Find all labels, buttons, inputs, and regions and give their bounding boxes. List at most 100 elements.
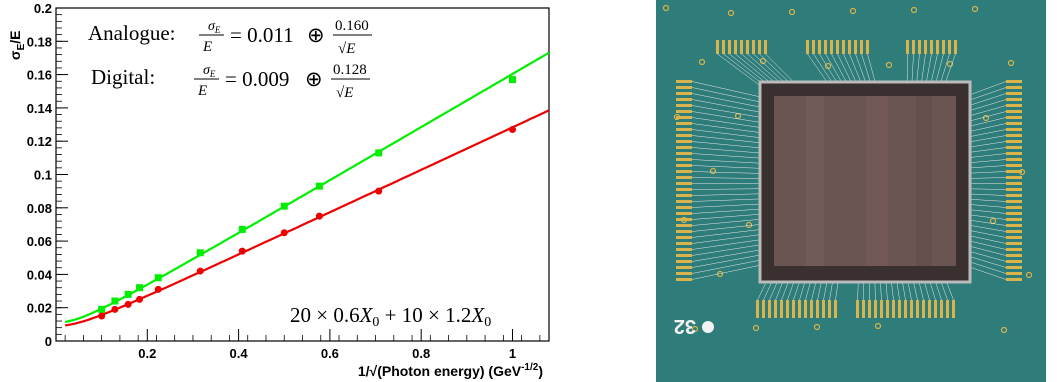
- top-pad: [716, 40, 719, 54]
- y-tick-label: 0.2: [34, 1, 52, 16]
- top-pad: [942, 40, 945, 54]
- right-pad: [1006, 230, 1022, 233]
- y-tick-label: 0.08: [27, 201, 52, 216]
- top-pad: [740, 40, 743, 54]
- top-pad: [954, 40, 957, 54]
- bottom-pad: [762, 300, 765, 318]
- left-pad: [676, 224, 692, 227]
- layer-annotation: 20 × 0.6X0 + 10 × 1.2X0: [290, 303, 491, 330]
- x-tick-label: 0.6: [321, 346, 339, 361]
- y-tick-label: 0: [45, 334, 52, 349]
- via: [824, 62, 832, 70]
- via: [788, 8, 796, 16]
- bottom-pad: [768, 300, 771, 318]
- x-tick-label: 0.4: [230, 346, 249, 361]
- left-pad: [676, 266, 692, 269]
- top-pad: [806, 40, 809, 54]
- bottom-pad: [792, 300, 795, 318]
- top-pad: [818, 40, 821, 54]
- left-pad: [676, 194, 692, 197]
- via: [1007, 59, 1015, 67]
- top-pad: [728, 40, 731, 54]
- right-pad: [1006, 164, 1022, 167]
- left-pad: [676, 170, 692, 173]
- left-pad: [676, 248, 692, 251]
- right-pad: [1006, 212, 1022, 215]
- bottom-pad: [798, 300, 801, 318]
- x-tick-label: 0.2: [138, 346, 156, 361]
- via: [662, 4, 670, 12]
- right-pad: [1006, 248, 1022, 251]
- left-pad: [676, 128, 692, 131]
- right-pad: [1006, 158, 1022, 161]
- right-pad: [1006, 194, 1022, 197]
- board-marking: 32: [674, 315, 696, 337]
- right-pad: [1006, 86, 1022, 89]
- digital-formula: Digital: σE E = 0.009 ⊕ 0.128 √E: [91, 62, 370, 101]
- bottom-pad: [780, 300, 783, 318]
- right-pad: [1006, 278, 1022, 281]
- left-pad: [676, 182, 692, 185]
- analogue-frac-num: σE: [208, 19, 221, 35]
- digital-sqrt: √E: [336, 85, 353, 101]
- y-tick-label: 0.02: [27, 301, 52, 316]
- bottom-pad: [756, 300, 759, 318]
- left-pad: [676, 116, 692, 119]
- left-pad: [676, 254, 692, 257]
- digital-const: = 0.009: [225, 67, 289, 91]
- analogue-point: [375, 149, 383, 157]
- right-pad: [1006, 104, 1022, 107]
- analogue-label: Analogue:: [88, 21, 175, 45]
- top-pad: [734, 40, 737, 54]
- via: [727, 9, 735, 17]
- left-pad: [676, 236, 692, 239]
- digital-point: [124, 300, 132, 308]
- right-pad: [1006, 260, 1022, 263]
- via: [752, 324, 760, 332]
- left-pad: [676, 176, 692, 179]
- y-tick-label: 0.06: [27, 234, 52, 249]
- bond-pads: [662, 4, 1033, 334]
- digital-num: 0.128: [333, 62, 367, 78]
- right-pad: [1006, 92, 1022, 95]
- left-pad: [676, 86, 692, 89]
- top-pad: [936, 40, 939, 54]
- y-tick-label: 0.16: [27, 68, 52, 83]
- top-pad: [752, 40, 755, 54]
- right-pad: [1006, 254, 1022, 257]
- analogue-formula: Analogue: σE E = 0.011 ⊕ 0.160 √E: [88, 18, 372, 57]
- analogue-point: [111, 297, 119, 305]
- via: [971, 5, 979, 13]
- bottom-pad: [810, 300, 813, 318]
- bottom-pad: [834, 300, 837, 318]
- bottom-pad: [910, 300, 913, 318]
- bottom-pad: [862, 300, 865, 318]
- mounting-hole: [702, 321, 714, 333]
- fit-curves: [64, 51, 550, 327]
- right-pad: [1006, 152, 1022, 155]
- top-pad: [918, 40, 921, 54]
- digital-frac-num: σE: [203, 63, 216, 79]
- digital-point: [508, 126, 516, 134]
- left-pad: [676, 110, 692, 113]
- bottom-pad: [874, 300, 877, 318]
- bottom-pad: [928, 300, 931, 318]
- via: [946, 60, 954, 68]
- resolution-chart: 0 0.02 0.04 0.06 0.08 0.1 0.12 0.14 0.16 0.18 0.2 0…: [7, 1, 550, 379]
- digital-point: [196, 267, 204, 275]
- left-pad: [676, 260, 692, 263]
- digital-point: [98, 312, 106, 320]
- bottom-pad: [856, 300, 859, 318]
- top-pad: [848, 40, 851, 54]
- via: [759, 57, 767, 65]
- digital-frac-den: E: [197, 83, 207, 99]
- bottom-pad: [934, 300, 937, 318]
- left-pad: [676, 146, 692, 149]
- left-pad: [676, 164, 692, 167]
- left-pad: [676, 212, 692, 215]
- top-pad: [812, 40, 815, 54]
- left-pad: [676, 104, 692, 107]
- top-pad: [906, 40, 909, 54]
- bottom-pad: [774, 300, 777, 318]
- top-pad: [860, 40, 863, 54]
